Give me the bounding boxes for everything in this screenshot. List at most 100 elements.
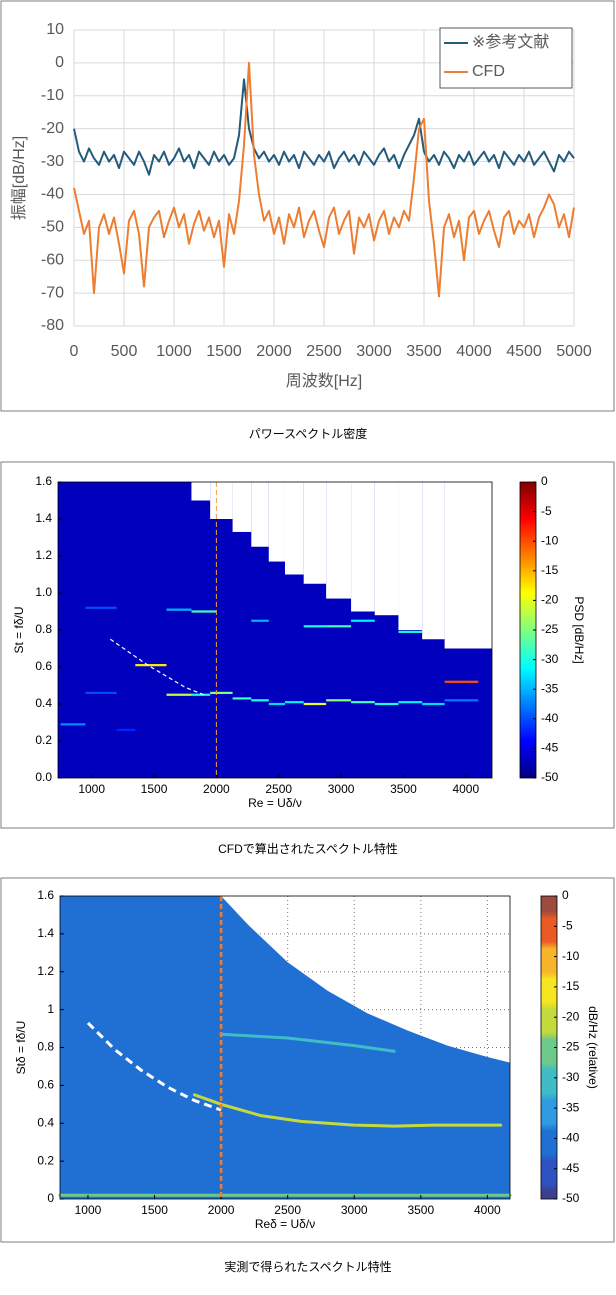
- plot-frame: [59, 895, 511, 1200]
- heatmap-cell: [444, 680, 479, 683]
- heatmap-cell: [444, 699, 479, 702]
- y-tick-label: 1.6: [37, 888, 54, 902]
- y-tick-label: 0.8: [35, 622, 52, 636]
- empty-region: [326, 482, 352, 599]
- colorbar-tick-label: -20: [541, 593, 559, 607]
- y-tick-label: 0: [47, 1191, 54, 1205]
- empty-region: [444, 482, 492, 649]
- x-tick-label: 3500: [390, 782, 417, 796]
- x-tick-label: 3000: [328, 782, 355, 796]
- heatmap-cell: [191, 693, 211, 696]
- legend-label: CFD: [472, 63, 505, 80]
- heatmap-cell: [210, 691, 233, 695]
- y-axis-label: St = fδ/U: [12, 606, 26, 653]
- x-tick-label: 2000: [256, 343, 292, 360]
- y-axis-label: Stδ = fδ/U: [14, 1021, 28, 1075]
- heatmap-cell: [232, 697, 252, 700]
- empty-region: [284, 482, 304, 575]
- empty-region: [210, 482, 233, 519]
- heatmap-cell: [166, 608, 192, 611]
- y-tick-label: 1: [47, 1002, 54, 1016]
- x-tick-label: 2500: [265, 782, 292, 796]
- x-axis-label: Reδ = Uδ/ν: [255, 1217, 315, 1231]
- empty-region: [251, 482, 269, 547]
- series-line: [73, 78, 575, 176]
- heatmap-cell: [422, 702, 445, 706]
- colorbar-tick-label: -10: [562, 949, 580, 963]
- x-tick-label: 2500: [274, 1203, 301, 1217]
- y-tick-label: 10: [46, 21, 64, 38]
- x-tick-label: 3500: [406, 343, 442, 360]
- x-axis-label: 周波数[Hz]: [286, 372, 362, 390]
- colorbar-tick-label: -30: [541, 652, 559, 666]
- x-tick-label: 2000: [208, 1203, 235, 1217]
- colorbar-tick-label: -35: [562, 1100, 580, 1114]
- colorbar-tick-label: -10: [541, 533, 559, 547]
- colorbar-tick-label: -35: [541, 681, 559, 695]
- heatmap-cell: [60, 723, 86, 726]
- x-tick-label: 0: [70, 343, 79, 360]
- heatmap-cell: [303, 702, 327, 706]
- x-tick-label: 4500: [506, 343, 542, 360]
- colorbar-tick-label: -40: [562, 1131, 580, 1145]
- x-tick-label: 3000: [356, 343, 392, 360]
- y-tick-label: -70: [41, 284, 64, 301]
- heatmap-cell: [351, 701, 375, 704]
- colorbar-tick-label: -5: [541, 504, 552, 518]
- heatmap-cell: [85, 691, 117, 695]
- ridge: [219, 1032, 396, 1053]
- empty-region: [351, 482, 375, 612]
- x-tick-label: 500: [111, 343, 138, 360]
- y-tick-label: 1.4: [37, 926, 54, 940]
- caption: CFDで算出されたスペクトル特性: [218, 841, 398, 856]
- colorbar-tick-label: -25: [541, 622, 559, 636]
- heatmap-cell: [135, 664, 167, 667]
- ridge: [192, 1093, 503, 1128]
- y-tick-label: -30: [41, 153, 64, 170]
- y-tick-label: -60: [41, 251, 64, 268]
- series-line: [73, 61, 575, 298]
- plot-frame: [57, 481, 493, 779]
- y-tick-label: 0: [55, 54, 64, 71]
- y-tick-label: 0.6: [37, 1078, 54, 1092]
- colorbar-tick-label: -50: [562, 1191, 580, 1205]
- x-tick-label: 4000: [474, 1203, 501, 1217]
- y-tick-label: -80: [41, 317, 64, 334]
- y-axis-label: 振幅[dB/Hz]: [10, 136, 28, 220]
- y-tick-label: 1.0: [35, 585, 52, 599]
- y-tick-label: 1.4: [35, 511, 52, 525]
- colorbar-label: dB/Hz (relative): [586, 1006, 600, 1089]
- heatmap-cell: [284, 701, 304, 704]
- empty-region: [422, 482, 445, 640]
- x-tick-label: 1000: [75, 1203, 102, 1217]
- colorbar-tick-label: -15: [562, 979, 580, 993]
- colorbar-tick-label: -20: [562, 1009, 580, 1023]
- y-tick-label: 0.2: [37, 1153, 54, 1167]
- colorbar-tick-label: -25: [562, 1040, 580, 1054]
- x-tick-label: 5000: [556, 343, 592, 360]
- heatmap-cell: [251, 699, 269, 702]
- legend-label: ※参考文献: [472, 33, 549, 51]
- y-tick-label: 0.0: [35, 770, 52, 784]
- heatmap-cell: [326, 699, 352, 702]
- x-tick-label: 1000: [78, 782, 105, 796]
- heatmap-cell: [303, 625, 327, 628]
- empty-region: [221, 896, 510, 1063]
- heatmap-cell: [351, 619, 375, 622]
- y-tick-label: 1.6: [35, 474, 52, 488]
- x-tick-label: 1500: [206, 343, 242, 360]
- x-tick-label: 3500: [407, 1203, 434, 1217]
- x-tick-label: 4000: [452, 782, 479, 796]
- colorbar-tick-label: 0: [562, 888, 569, 902]
- colorbar-tick-label: -45: [562, 1161, 580, 1175]
- x-tick-label: 1500: [141, 1203, 168, 1217]
- empty-region: [232, 482, 252, 532]
- colorbar-tick-label: -5: [562, 918, 573, 932]
- x-tick-label: 3000: [341, 1203, 368, 1217]
- caption: 実測で得られたスペクトル特性: [224, 1259, 391, 1274]
- y-tick-label: 0.2: [35, 733, 52, 747]
- x-tick-label: 1000: [156, 343, 192, 360]
- y-tick-label: 1.2: [37, 964, 54, 978]
